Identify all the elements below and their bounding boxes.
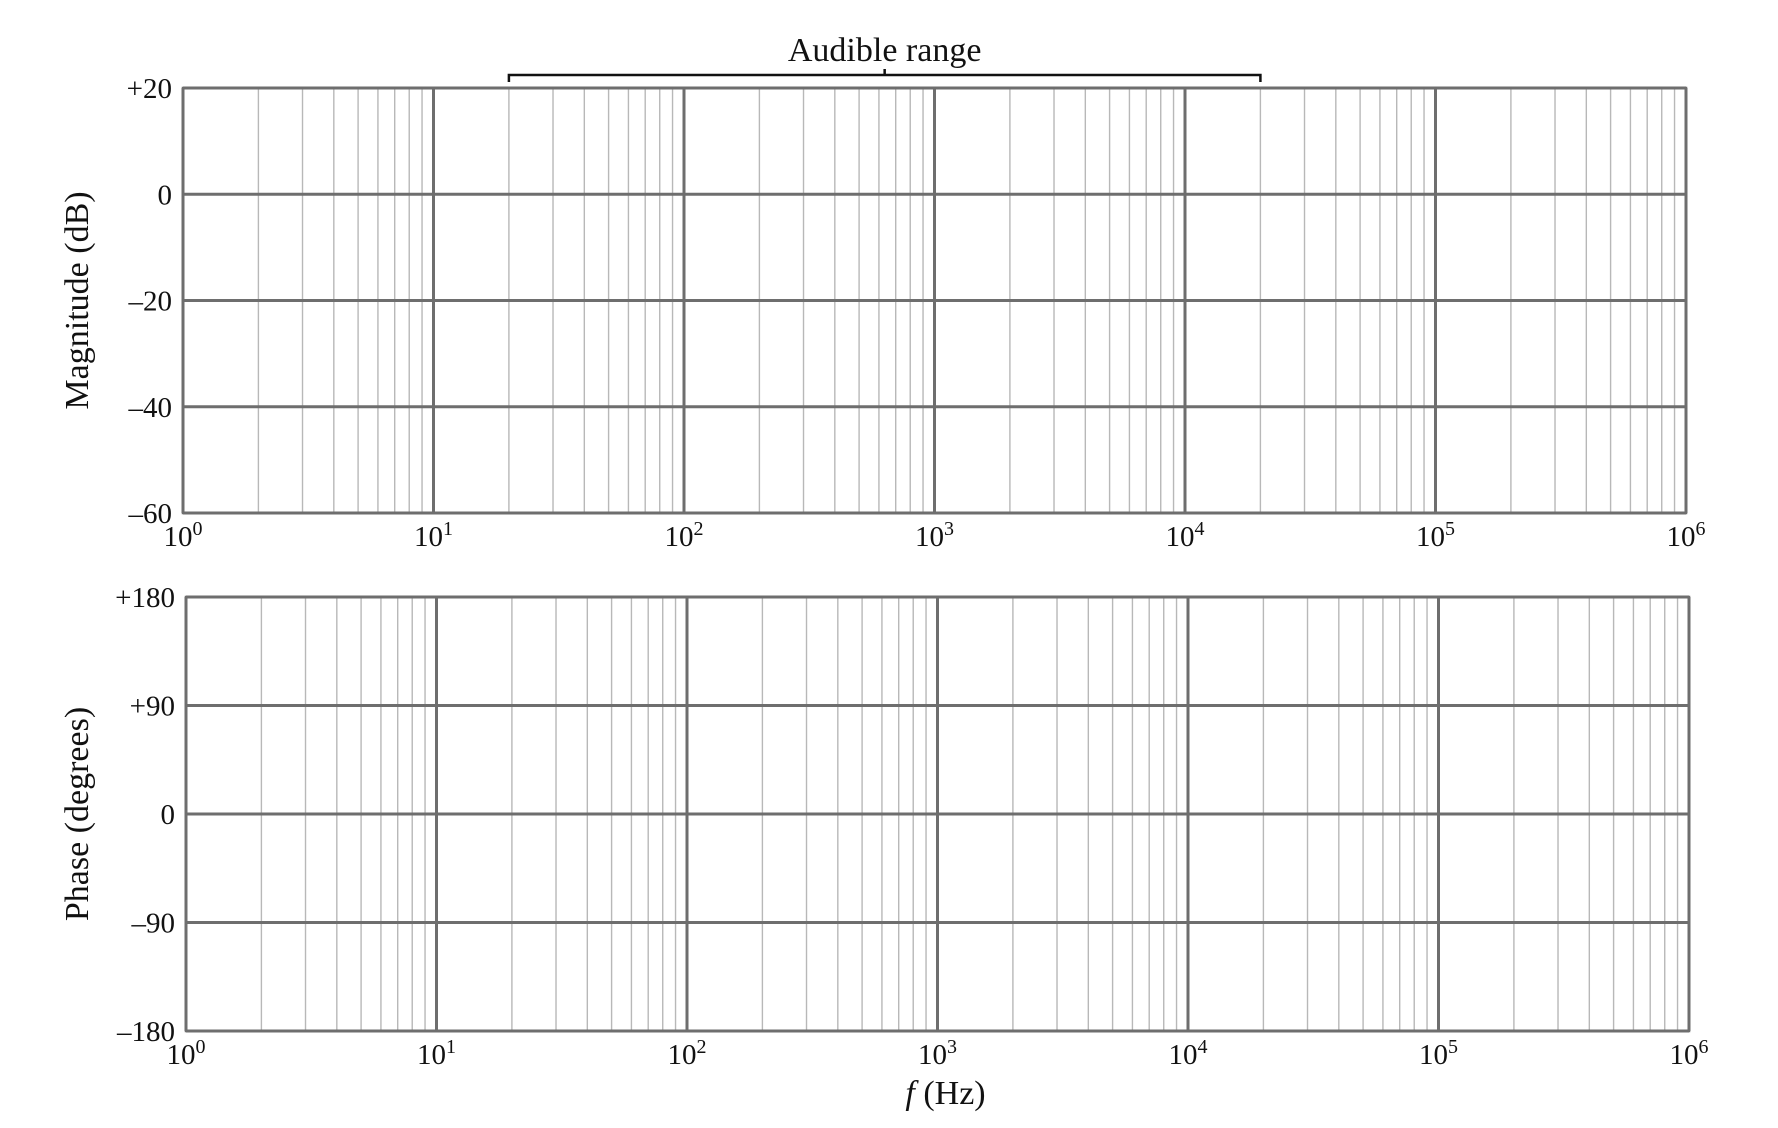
x-tick-label: 100 <box>167 1036 206 1071</box>
x-tick-base: 10 <box>1667 521 1696 553</box>
y-axis-label: Phase (degrees) <box>59 707 96 921</box>
x-tick-label: 101 <box>414 518 453 553</box>
audible-range-bracket <box>507 69 1262 82</box>
x-tick-exponent: 6 <box>1696 518 1706 540</box>
x-tick-label: 105 <box>1416 518 1455 553</box>
x-tick-label: 105 <box>1419 1036 1458 1071</box>
x-axis-label: f (Hz) <box>905 1075 985 1112</box>
x-tick-base: 10 <box>417 1039 446 1071</box>
x-tick-exponent: 2 <box>697 1036 707 1058</box>
x-tick-exponent: 6 <box>1699 1036 1709 1058</box>
y-tick-label: –60 <box>128 498 173 530</box>
x-tick-exponent: 4 <box>1198 1036 1208 1058</box>
plot-frame <box>184 595 1691 1033</box>
x-tick-label: 104 <box>1166 518 1205 553</box>
x-tick-exponent: 5 <box>1445 518 1455 540</box>
y-tick-label: 0 <box>161 799 176 831</box>
y-tick-label: –40 <box>128 392 173 424</box>
x-tick-exponent: 0 <box>196 1036 206 1058</box>
y-axis-label: Magnitude (dB) <box>59 191 96 409</box>
x-tick-base: 10 <box>1670 1039 1699 1071</box>
audible-range-label: Audible range <box>788 32 982 69</box>
x-tick-label: 103 <box>918 1036 957 1071</box>
y-tick-label: –90 <box>131 908 176 940</box>
x-tick-base: 10 <box>414 521 443 553</box>
x-tick-base: 10 <box>1169 1039 1198 1071</box>
x-tick-label: 106 <box>1667 518 1706 553</box>
x-tick-exponent: 4 <box>1195 518 1205 540</box>
x-tick-exponent: 0 <box>193 518 203 540</box>
x-tick-label: 100 <box>164 518 203 553</box>
x-tick-base: 10 <box>167 1039 196 1071</box>
x-tick-exponent: 3 <box>947 1036 957 1058</box>
x-tick-base: 10 <box>164 521 193 553</box>
y-tick-label: +90 <box>130 691 175 723</box>
x-tick-exponent: 2 <box>694 518 704 540</box>
x-tick-exponent: 3 <box>944 518 954 540</box>
x-tick-label: 104 <box>1169 1036 1208 1071</box>
x-tick-label: 103 <box>915 518 954 553</box>
x-tick-base: 10 <box>1416 521 1445 553</box>
y-tick-label: +180 <box>115 582 175 614</box>
x-tick-base: 10 <box>1419 1039 1448 1071</box>
x-tick-label: 106 <box>1670 1036 1709 1071</box>
x-axis-unit: (Hz) <box>915 1075 986 1112</box>
audible-range-annotation: Audible range <box>507 32 1262 82</box>
y-tick-label: 0 <box>158 179 173 211</box>
x-tick-base: 10 <box>668 1039 697 1071</box>
x-tick-label: 102 <box>665 518 704 553</box>
x-tick-label: 102 <box>668 1036 707 1071</box>
x-tick-exponent: 5 <box>1448 1036 1458 1058</box>
x-tick-exponent: 1 <box>446 1036 456 1058</box>
x-tick-exponent: 1 <box>443 518 453 540</box>
x-tick-base: 10 <box>915 521 944 553</box>
x-tick-base: 10 <box>665 521 694 553</box>
plot-frame <box>181 86 1688 515</box>
y-tick-label: –180 <box>116 1016 175 1048</box>
x-tick-base: 10 <box>918 1039 947 1071</box>
y-tick-label: –20 <box>128 286 173 318</box>
y-tick-label: +20 <box>127 73 172 105</box>
x-tick-label: 101 <box>417 1036 456 1071</box>
x-tick-base: 10 <box>1166 521 1195 553</box>
